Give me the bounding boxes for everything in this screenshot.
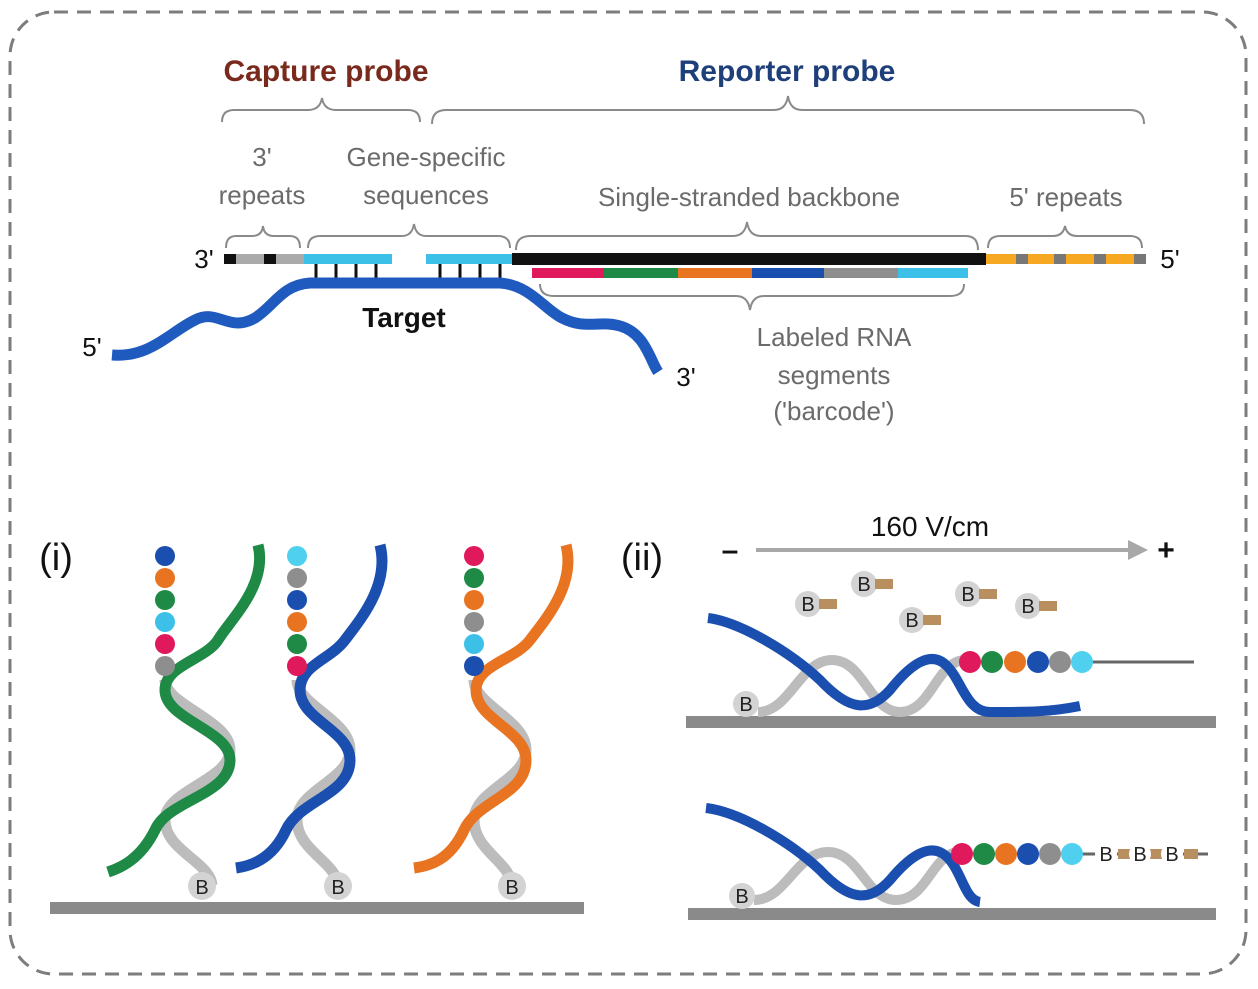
- bead-upper-label: B: [739, 694, 752, 716]
- five-prime-repeats-brace: [987, 225, 1143, 249]
- bead-2-label: B: [331, 877, 344, 899]
- labeled-rna-label-1: Labeled RNA: [757, 322, 912, 352]
- segment-blue: [752, 268, 824, 278]
- capture-gene-segment: [304, 254, 392, 264]
- complex-green: B: [106, 543, 266, 900]
- target-strand: [111, 277, 663, 376]
- bead-3: [498, 872, 526, 900]
- backbone-segment: [512, 253, 986, 265]
- svg-text:B: B: [961, 584, 974, 606]
- probe-right-end-label: 5': [1160, 244, 1179, 274]
- bead-1: [188, 872, 216, 900]
- gene-specific-label-1: Gene-specific: [347, 142, 506, 172]
- free-bead: B: [851, 571, 893, 597]
- three-prime-repeats-brace: [225, 225, 301, 249]
- complex-orange: B: [413, 543, 574, 900]
- attached-bead: B: [1095, 843, 1117, 866]
- bead-2: [324, 872, 352, 900]
- bead-lower-label: B: [735, 886, 748, 908]
- hybridization-ticks: [314, 264, 502, 280]
- free-bead: B: [1015, 593, 1057, 619]
- free-beads: B B B B B: [795, 571, 1057, 633]
- labeled-rna-label-2: segments: [778, 360, 891, 390]
- labeled-rna-brace: [539, 283, 965, 311]
- stretched-complex-lower: B B B B: [688, 803, 1216, 920]
- segment-green: [604, 268, 678, 278]
- segment-red: [532, 268, 604, 278]
- five-prime-repeats-label: 5' repeats: [1009, 182, 1122, 212]
- svg-text:B: B: [801, 594, 814, 616]
- free-bead: B: [795, 591, 837, 617]
- reporter-probe-title: Reporter probe: [679, 55, 896, 88]
- target-label: Target: [362, 302, 446, 333]
- reporter-gene-segment: [426, 254, 512, 264]
- bead-lower: [729, 883, 755, 909]
- capture-brace: [221, 97, 421, 123]
- field-strength-label: 160 V/cm: [871, 511, 989, 542]
- minus-label: –: [722, 534, 739, 567]
- complex-blue: B: [235, 543, 388, 900]
- three-prime-repeats-label-1: 3': [252, 142, 271, 172]
- svg-text:B: B: [1021, 596, 1034, 618]
- svg-text:B: B: [905, 610, 918, 632]
- labeled-rna-label-3: ('barcode'): [773, 396, 894, 426]
- target-3-label: 3': [676, 362, 695, 392]
- panel-i-surface: [50, 902, 584, 914]
- probe-bar: [224, 253, 1146, 265]
- svg-text:B: B: [1099, 844, 1112, 866]
- panel-i-label: (i): [39, 537, 73, 579]
- segment-gray: [824, 268, 898, 278]
- gene-specific-brace: [307, 223, 511, 249]
- probe-left-end-label: 3': [194, 244, 213, 274]
- capture-probe-title: Capture probe: [223, 55, 428, 88]
- panel-ii-label: (ii): [621, 537, 663, 579]
- braces: [221, 95, 1145, 311]
- field-arrow-head: [1128, 540, 1148, 560]
- bead-3-label: B: [505, 877, 518, 899]
- gene-specific-label-2: sequences: [363, 180, 489, 210]
- target-5-label: 5': [82, 332, 101, 362]
- svg-text:B: B: [1133, 844, 1146, 866]
- reporter-brace: [431, 95, 1145, 125]
- free-bead: B: [955, 581, 997, 607]
- labeled-rna-segments: [532, 268, 968, 278]
- plus-label: +: [1157, 534, 1175, 567]
- attached-bead: B: [1129, 843, 1151, 866]
- bead-1-label: B: [195, 877, 208, 899]
- stretched-complex-upper: B: [686, 613, 1216, 728]
- dashed-frame: [8, 10, 1248, 976]
- backbone-brace: [515, 221, 979, 251]
- backbone-label: Single-stranded backbone: [598, 182, 900, 212]
- svg-text:B: B: [857, 574, 870, 596]
- segment-orange: [678, 268, 752, 278]
- attached-bead: B: [1161, 843, 1183, 866]
- bead-upper: [733, 691, 759, 717]
- three-prime-repeats-label-2: repeats: [219, 180, 306, 210]
- segment-cyan: [898, 268, 968, 278]
- svg-text:B: B: [1165, 844, 1178, 866]
- free-bead: B: [899, 607, 941, 633]
